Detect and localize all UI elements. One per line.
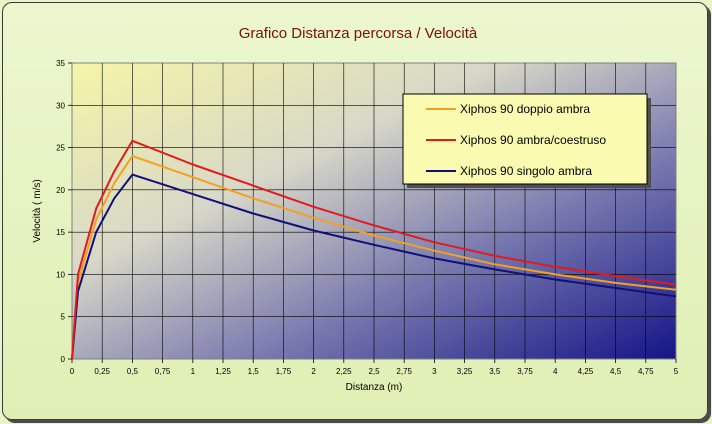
series-line-2: [71, 173, 677, 360]
y-axis-title: Velocità ( m/s): [32, 179, 43, 242]
x-axis: 0 0,25 0,5 0,75 1 1,25 1,5 1,75 2 2,25 2,5 2,75 3 3,2…: [70, 359, 679, 376]
x-tick-label: 4,75: [638, 367, 654, 376]
x-tick-label: 1,5: [248, 367, 260, 376]
x-tick-label: 3,75: [517, 367, 533, 376]
y-tick-label: 5: [61, 313, 66, 322]
x-tick-label: 2: [311, 367, 316, 376]
x-axis-title: Distanza (m): [346, 382, 403, 393]
x-tick-label: 4,5: [610, 367, 622, 376]
x-tick-label: 0,5: [127, 367, 139, 376]
y-tick-label: 25: [56, 144, 65, 153]
y-tick-label: 35: [56, 59, 65, 68]
chart-title: Grafico Distanza percorsa / Velocità: [239, 25, 478, 42]
y-tick-label: 20: [56, 186, 65, 195]
x-tick-label: 2,25: [336, 367, 352, 376]
series-line-1: [71, 139, 677, 360]
y-tick-label: 30: [56, 101, 65, 110]
y-tick-label: 0: [61, 355, 66, 364]
legend-label-doppio-ambra: Xiphos 90 doppio ambra: [460, 102, 590, 116]
legend-label-singolo-ambra: Xiphos 90 singolo ambra: [460, 164, 592, 178]
x-tick-label: 3,5: [489, 367, 501, 376]
x-tick-label: 0,25: [94, 367, 110, 376]
y-tick-label: 10: [56, 270, 65, 279]
legend: Xiphos 90 doppio ambra Xiphos 90 ambra/c…: [402, 93, 651, 188]
x-tick-label: 1,75: [276, 367, 292, 376]
series-line-0: [71, 155, 677, 360]
y-axis: 0 5 10 15 20 25 30 35: [56, 59, 72, 364]
x-tick-label: 1,25: [215, 367, 231, 376]
x-tick-label: 4: [553, 367, 558, 376]
x-tick-label: 3,25: [457, 367, 473, 376]
x-tick-label: 2,75: [396, 367, 412, 376]
x-tick-label: 1: [191, 367, 196, 376]
x-tick-label: 5: [674, 367, 679, 376]
series-lines: [71, 139, 677, 360]
x-tick-label: 3: [432, 367, 437, 376]
y-tick-label: 15: [56, 228, 65, 237]
x-tick-label: 0: [70, 367, 75, 376]
x-tick-label: 2,5: [368, 367, 380, 376]
x-tick-label: 0,75: [155, 367, 171, 376]
legend-label-ambra-coestruso: Xiphos 90 ambra/coestruso: [460, 133, 606, 147]
x-tick-label: 4,25: [578, 367, 594, 376]
